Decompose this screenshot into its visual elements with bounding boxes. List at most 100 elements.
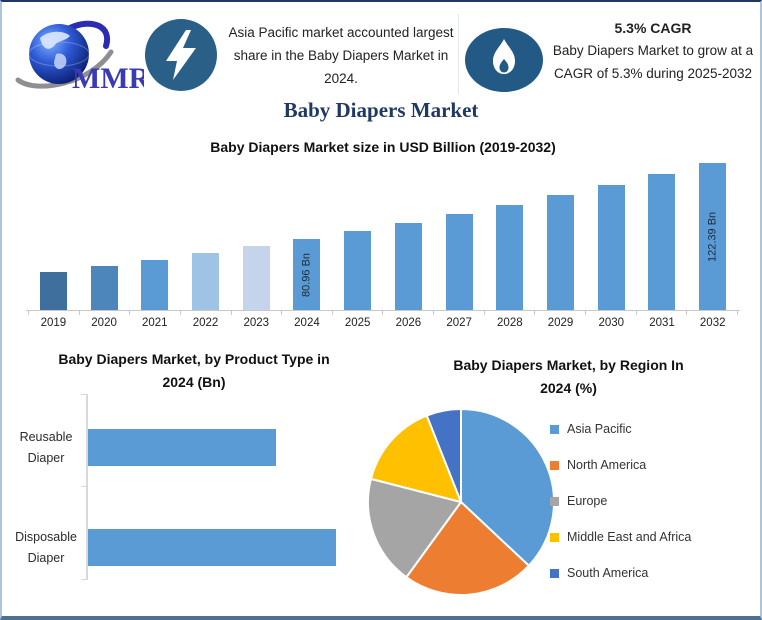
bar-column-2031 — [637, 160, 688, 310]
bar-column-2025 — [332, 160, 383, 310]
bar-2019 — [39, 272, 67, 310]
legend-swatch-south-america — [550, 568, 559, 578]
bar-column-2026 — [383, 160, 434, 310]
pie-slice-asia-pacific — [460, 408, 555, 567]
x-axis-label-2019: 2019 — [40, 317, 67, 329]
pie-slice-middle-east-and-africa — [369, 414, 462, 503]
bar-column-2029 — [535, 160, 586, 310]
axis-tick — [534, 311, 536, 315]
legend-swatch-north-america — [550, 460, 559, 470]
legend-swatch-europe — [550, 496, 559, 506]
header-divider — [458, 14, 459, 94]
x-axis-label-2026: 2026 — [395, 317, 422, 329]
legend-item-south-america: South America — [550, 566, 691, 580]
y-axis-tick — [81, 486, 86, 487]
cagr-title: 5.3% CAGR — [614, 20, 692, 36]
y-axis-tick — [81, 579, 86, 580]
bar-plot-area: 80.96 Bn 122.39 Bn — [28, 160, 738, 310]
bar-value-label-2032: 122.39 Bn — [706, 211, 719, 262]
axis-tick — [686, 311, 688, 315]
region-chart-title: Baby Diapers Market, by Region In 2024 (… — [453, 357, 684, 396]
product-row-reusable-diaper: Reusable Diaper — [10, 429, 378, 466]
bar-column-2020 — [79, 160, 130, 310]
axis-tick — [179, 311, 181, 315]
bar-reusable-diaper — [88, 429, 276, 466]
x-axis-label-2024: 2024 — [294, 317, 320, 329]
mmr-logo: MMR — [12, 14, 151, 98]
x-axis-ticks — [28, 311, 738, 315]
legend-label-europe: Europe — [567, 494, 608, 508]
lightning-icon — [145, 19, 217, 91]
axis-tick — [433, 311, 435, 315]
bar-column-2027 — [434, 160, 485, 310]
legend-label-south-america: South America — [567, 566, 649, 580]
bar-column-2023 — [231, 160, 282, 310]
product-type-chart-title: Baby Diapers Market, by Product Type in … — [58, 351, 330, 390]
legend-swatch-asia-pacific — [550, 424, 559, 434]
pie-chart — [367, 408, 555, 596]
logo-swoosh-blue — [67, 20, 111, 49]
x-axis-label-2027: 2027 — [446, 317, 472, 329]
bar-2024: 80.96 Bn — [293, 239, 321, 310]
bar-column-2030 — [586, 160, 637, 310]
axis-tick — [635, 311, 637, 315]
bar-column-2021 — [129, 160, 180, 310]
pie-slice-north-america — [405, 501, 530, 596]
logo-text: MMR — [72, 62, 144, 95]
highlight-cagr: 5.3% CAGR Baby Diapers Market to grow at… — [545, 20, 760, 85]
flame-icon — [465, 28, 543, 92]
bar-2023 — [242, 246, 270, 310]
legend-label-asia-pacific: Asia Pacific — [567, 422, 632, 436]
x-axis-labels: 2019 2020 2021 2022 2023 2024 2025 2026 2027 2028… — [28, 317, 738, 329]
legend-label-middle-east-and-africa: Middle East and Africa — [567, 530, 692, 544]
globe-logo-graphic: MMR — [15, 20, 151, 95]
legend-item-europe: Europe — [550, 494, 691, 508]
product-row-disposable-diaper: Disposable Diaper — [10, 529, 378, 566]
x-axis-label-2031: 2031 — [649, 317, 675, 329]
globe-continent — [54, 53, 67, 70]
axis-tick — [382, 311, 384, 315]
x-axis-label-2020: 2020 — [91, 317, 117, 329]
bar-column-2019 — [28, 160, 79, 310]
category-label-reusable-diaper: Reusable Diaper — [19, 429, 73, 465]
bar-2031 — [648, 174, 676, 310]
x-axis-label-2022: 2022 — [192, 317, 219, 329]
bar-2029 — [547, 195, 575, 310]
axis-tick — [230, 311, 232, 315]
region-pie-chart: Baby Diapers Market, by Region In 2024 (… — [367, 354, 760, 606]
bar-2026 — [394, 223, 422, 310]
x-axis-label-2032: 2032 — [699, 317, 726, 329]
highlight-market-share-text: Asia Pacific market accounted largest sh… — [228, 25, 454, 86]
globe-continent — [40, 31, 70, 49]
bar-2020 — [90, 266, 118, 310]
legend-item-north-america: North America — [550, 458, 691, 472]
x-axis-label-2023: 2023 — [243, 317, 270, 329]
bar-disposable-diaper — [88, 529, 336, 566]
pie-legend: Asia Pacific North America Europe Middle Ea… — [550, 422, 691, 580]
x-axis-label-2029: 2029 — [547, 317, 574, 329]
bar-value-label-2024: 80.96 Bn — [300, 252, 313, 297]
bar-2022 — [192, 253, 220, 310]
y-axis-tick — [81, 394, 86, 395]
product-type-chart: Baby Diapers Market, by Product Type in … — [10, 348, 378, 594]
page-title: Baby Diapers Market — [283, 98, 479, 122]
legend-swatch-middle-east-and-africa — [550, 532, 559, 542]
axis-tick — [78, 311, 80, 315]
market-size-chart: Baby Diapers Market size in USD Billion … — [2, 134, 760, 340]
axis-tick — [28, 311, 29, 315]
bar-2030 — [597, 185, 625, 310]
x-axis-line — [26, 310, 740, 311]
pie-slice-south-america — [425, 408, 462, 503]
x-axis-label-2028: 2028 — [497, 317, 523, 329]
legend-item-asia-pacific: Asia Pacific — [550, 422, 691, 436]
axis-tick — [585, 311, 587, 315]
legend-item-middle-east-and-africa: Middle East and Africa — [550, 530, 691, 544]
axis-tick — [129, 311, 131, 315]
x-axis-label-2021: 2021 — [142, 317, 168, 329]
market-size-chart-title: Baby Diapers Market size in USD Billion … — [210, 139, 556, 155]
bar-column-2024: 80.96 Bn — [282, 160, 333, 310]
category-label-disposable-diaper: Disposable Diaper — [15, 529, 77, 565]
bar-2027 — [445, 214, 473, 310]
bar-2021 — [141, 260, 169, 310]
